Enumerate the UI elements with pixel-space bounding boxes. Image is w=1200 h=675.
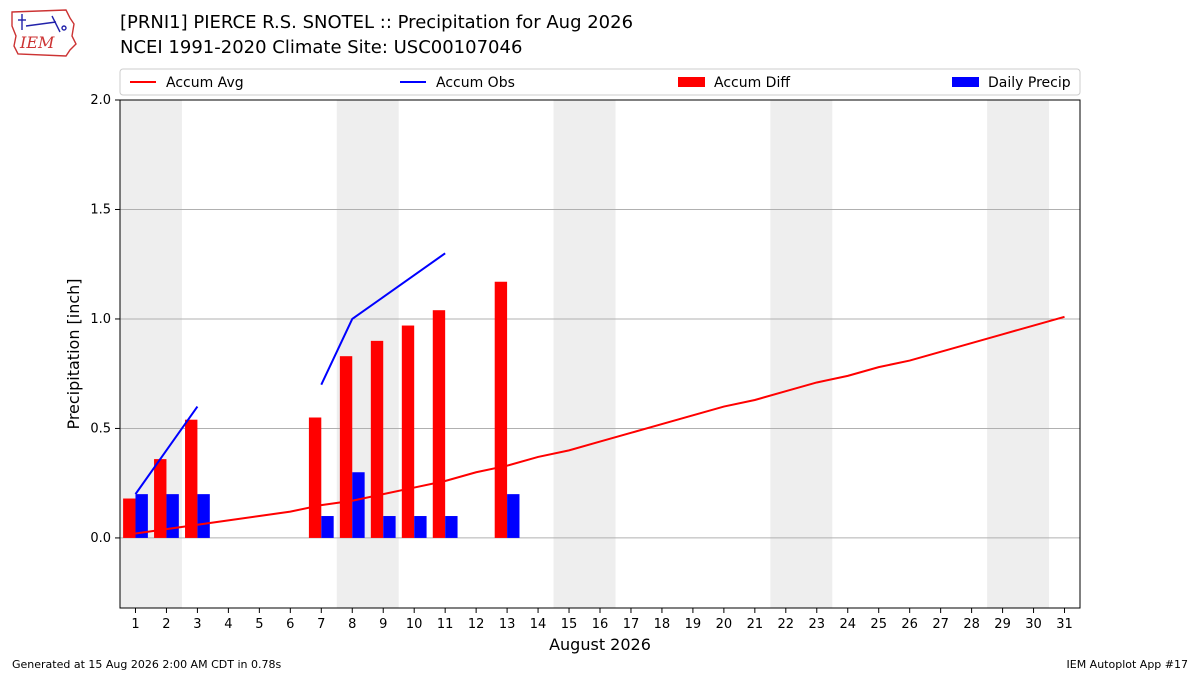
x-tick-label: 16 (592, 617, 609, 632)
x-tick-label: 25 (870, 617, 887, 632)
x-tick-label: 7 (317, 617, 325, 632)
x-tick-label: 12 (468, 617, 485, 632)
x-tick-label: 6 (286, 617, 294, 632)
x-tick-label: 17 (623, 617, 640, 632)
x-tick-label: 31 (1056, 617, 1073, 632)
x-tick-label: 24 (839, 617, 856, 632)
y-tick-label: 2.0 (90, 93, 111, 108)
x-axis-label: August 2026 (549, 635, 651, 654)
accum-diff-bar (370, 340, 384, 538)
generated-timestamp: Generated at 15 Aug 2026 2:00 AM CDT in … (12, 658, 282, 671)
x-tick-label: 14 (530, 617, 547, 632)
accum-diff-bar (432, 310, 446, 538)
y-tick-label: 1.5 (90, 202, 111, 217)
daily-precip-bar (321, 516, 334, 538)
x-tick-label: 21 (747, 617, 764, 632)
x-tick-label: 11 (437, 617, 454, 632)
legend-bar-swatch (678, 77, 705, 87)
y-axis-label: Precipitation [inch] (64, 278, 83, 429)
accum-obs-line (134, 405, 199, 495)
x-tick-label: 9 (379, 617, 387, 632)
logo-text: IEM (19, 33, 55, 52)
x-tick-label: 27 (932, 617, 949, 632)
legend-label: Accum Obs (436, 75, 515, 91)
x-tick-label: 3 (193, 617, 201, 632)
daily-precip-bar (135, 494, 148, 538)
daily-precip-bar (197, 494, 210, 538)
accum-diff-bar (308, 417, 322, 538)
x-tick-label: 4 (224, 617, 232, 632)
weekend-band (553, 100, 616, 608)
accum-diff-bar (185, 419, 198, 538)
x-tick-label: 13 (499, 617, 516, 632)
y-tick-label: 1.0 (90, 312, 111, 327)
x-tick-label: 8 (348, 617, 356, 632)
chart-subtitle: NCEI 1991-2020 Climate Site: USC00107046 (120, 37, 523, 58)
daily-precip-bar (166, 494, 179, 538)
daily-precip-bar (445, 516, 458, 538)
daily-precip-bar (414, 516, 427, 538)
x-tick-label: 19 (685, 617, 702, 632)
x-tick-label: 5 (255, 617, 263, 632)
weekend-band (770, 100, 833, 608)
daily-precip-bar (352, 472, 365, 538)
daily-precip-bar (383, 516, 396, 538)
state-outline-icon (11, 9, 77, 57)
legend-label: Accum Avg (166, 75, 244, 91)
x-tick-label: 29 (994, 617, 1011, 632)
x-tick-label: 22 (778, 617, 795, 632)
accum-diff-bar (494, 281, 508, 538)
app-label: IEM Autoplot App #17 (1066, 658, 1189, 671)
x-tick-label: 23 (809, 617, 826, 632)
x-tick-label: 26 (901, 617, 918, 632)
accum-diff-bar (123, 498, 136, 538)
accum-diff-bar (154, 459, 167, 538)
legend-label: Daily Precip (988, 75, 1071, 91)
x-tick-label: 10 (406, 617, 423, 632)
accum-diff-bar (339, 356, 353, 538)
iem-logo: IEM (11, 9, 77, 57)
weather-station-icon (18, 14, 67, 33)
x-tick-label: 20 (716, 617, 733, 632)
legend-label: Accum Diff (714, 75, 790, 91)
legend-bar-swatch (952, 77, 979, 87)
x-tick-label: 1 (131, 617, 139, 632)
weekend-band (987, 100, 1050, 608)
daily-precip-bar (507, 494, 520, 538)
accum-obs-line (320, 252, 446, 386)
legend-box (119, 68, 1081, 96)
x-tick-label: 28 (963, 617, 980, 632)
accum-avg-line (135, 315, 1065, 535)
y-tick-label: 0.0 (90, 531, 111, 546)
x-tick-label: 18 (654, 617, 671, 632)
x-tick-label: 30 (1025, 617, 1042, 632)
chart-title: [PRNI1] PIERCE R.S. SNOTEL :: Precipitat… (120, 12, 634, 33)
accum-diff-bar (401, 325, 415, 538)
x-tick-label: 15 (561, 617, 578, 632)
y-tick-label: 0.5 (90, 421, 111, 436)
x-tick-label: 2 (162, 617, 170, 632)
